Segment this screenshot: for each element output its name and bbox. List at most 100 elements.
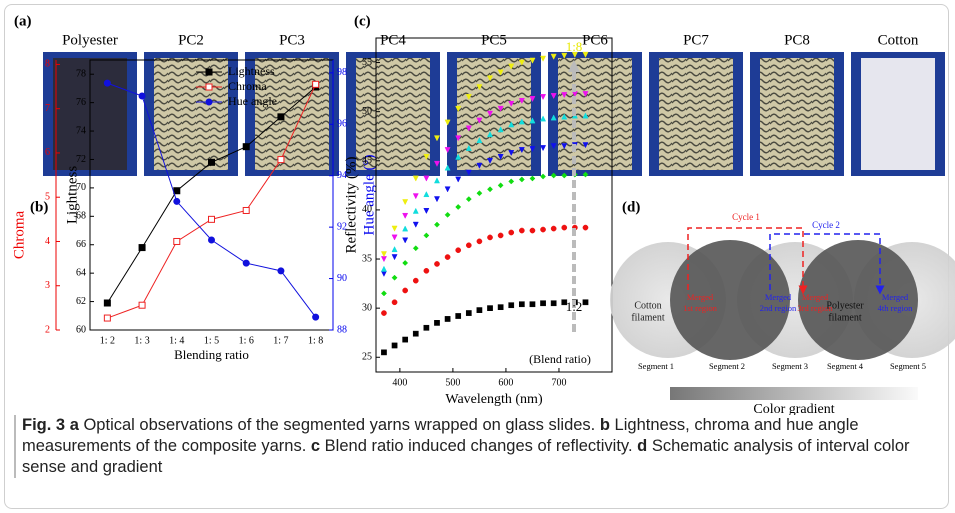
data-point	[444, 186, 451, 193]
data-point	[455, 105, 462, 112]
x-tick-label: 1: 7	[273, 335, 288, 346]
sample-yarn	[659, 58, 733, 170]
data-point	[508, 121, 515, 128]
data-point	[508, 178, 515, 185]
data-point	[423, 324, 430, 331]
data-point	[561, 299, 568, 306]
x-tick-label: 1: 2	[100, 335, 115, 346]
data-point	[433, 135, 440, 142]
y-tick-label: 66	[76, 239, 86, 250]
data-point	[540, 145, 547, 152]
x-tick-label: 700	[551, 377, 566, 388]
data-point	[391, 225, 398, 232]
merged-label: Merged	[802, 292, 829, 302]
y3-tick-label: 7	[45, 103, 50, 114]
filament-label: filament	[631, 312, 665, 323]
sample-label: PC8	[784, 32, 810, 48]
data-point	[518, 118, 525, 125]
data-point	[540, 55, 547, 62]
data-point	[312, 313, 320, 321]
y-tick-label: 25	[362, 352, 372, 363]
legend-label: Hue angle	[228, 94, 277, 108]
data-point	[208, 236, 215, 244]
data-point	[540, 94, 547, 101]
data-point	[412, 245, 419, 252]
annotation: 1:8	[566, 39, 583, 54]
data-point	[455, 153, 462, 160]
filament-label: Cotton	[634, 300, 661, 311]
segment-circle	[670, 240, 790, 360]
data-point	[455, 247, 462, 254]
data-point	[540, 173, 547, 180]
annotation: (Blend ratio)	[529, 352, 591, 366]
data-point	[508, 150, 515, 157]
y-tick-label: 35	[362, 253, 372, 264]
data-point	[497, 126, 504, 133]
data-point	[476, 137, 483, 144]
data-point	[508, 63, 515, 70]
legend-label: Lightness	[228, 64, 275, 78]
data-point	[487, 305, 493, 311]
x-tick-label: 500	[445, 377, 460, 388]
panel-label: (b)	[30, 199, 48, 215]
data-point	[444, 211, 451, 218]
data-point	[465, 242, 472, 249]
data-point	[518, 59, 525, 66]
data-point	[529, 175, 536, 182]
segment-label: Segment 4	[827, 361, 864, 371]
data-point	[381, 290, 387, 297]
filament-label: Polyester	[826, 300, 864, 311]
sample-yarn	[558, 58, 632, 170]
data-point	[529, 227, 536, 234]
y2-tick-label: 96	[337, 119, 347, 130]
panel-letter: c	[310, 437, 321, 455]
sample-label: PC4	[380, 32, 406, 48]
data-point	[402, 199, 409, 206]
y-tick-label: 68	[76, 211, 86, 222]
data-point	[518, 301, 525, 308]
y-axis-title: Lightness	[64, 166, 80, 224]
panel-letter: b	[599, 416, 610, 434]
data-point	[518, 227, 525, 234]
y-tick-label: 76	[76, 97, 86, 108]
data-point	[277, 156, 285, 164]
caption-text: Schematic analysis of interval color sen…	[22, 437, 910, 476]
sample-label: PC3	[279, 32, 305, 48]
sample-label: PC7	[683, 32, 709, 48]
data-point	[173, 187, 181, 195]
sample-yarn	[255, 58, 329, 170]
data-point	[381, 310, 387, 316]
data-point	[582, 91, 589, 98]
x-tick-label: 1: 8	[308, 335, 323, 346]
sample-yarn	[861, 58, 935, 170]
data-point	[476, 84, 483, 91]
data-point	[277, 267, 285, 275]
data-point	[391, 246, 398, 253]
x-tick-label: 1: 6	[239, 335, 254, 346]
data-point	[497, 232, 504, 239]
y-tick-label: 78	[76, 69, 86, 80]
data-point	[487, 75, 494, 82]
merged-label: Merged	[765, 292, 792, 302]
x-axis-title: Wavelength (nm)	[445, 392, 543, 407]
data-point	[138, 301, 146, 309]
y-tick-label: 62	[76, 296, 86, 307]
data-point	[571, 51, 578, 58]
data-point	[465, 310, 472, 316]
caption-text: Blend ratio induced changes of reflectiv…	[324, 437, 633, 455]
y-tick-label: 72	[76, 154, 86, 165]
y-tick-label: 70	[76, 182, 86, 193]
data-point	[423, 191, 430, 198]
data-point	[529, 117, 536, 124]
data-point	[380, 251, 387, 258]
ratio-arrowhead	[568, 60, 580, 72]
legend-marker	[205, 68, 213, 76]
data-point	[423, 267, 430, 274]
y3-tick-label: 3	[45, 280, 50, 291]
data-point	[444, 254, 451, 260]
data-point	[444, 164, 451, 171]
data-point	[529, 301, 536, 308]
y2-tick-label: 92	[337, 221, 347, 232]
data-point	[487, 110, 494, 117]
